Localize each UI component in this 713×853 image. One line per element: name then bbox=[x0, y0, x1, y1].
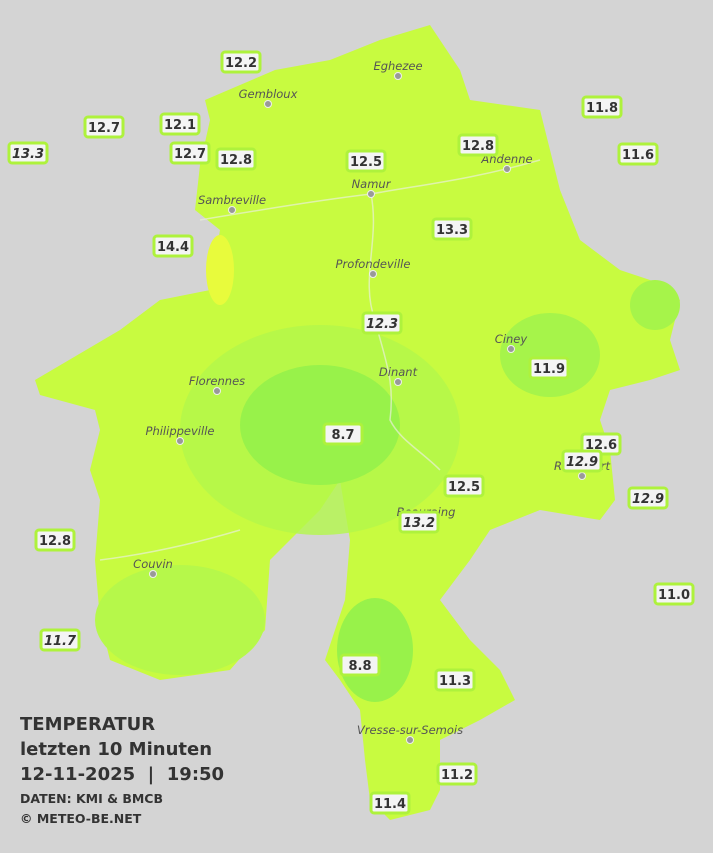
station-value: 11.4 bbox=[374, 797, 406, 812]
station-box bbox=[617, 142, 659, 166]
town-dot bbox=[367, 190, 375, 198]
station-box bbox=[457, 133, 499, 157]
cool-zone bbox=[240, 365, 400, 485]
station-box bbox=[434, 668, 476, 692]
town-label: Profondeville bbox=[336, 257, 411, 271]
town-label: Dinant bbox=[379, 365, 418, 379]
station-value: 12.5 bbox=[350, 155, 382, 170]
station-value: 11.2 bbox=[441, 768, 473, 783]
cool-zone bbox=[337, 598, 413, 702]
town-dot bbox=[507, 345, 515, 353]
station-value: 12.6 bbox=[585, 438, 617, 453]
station-value: 8.7 bbox=[331, 428, 354, 443]
station-value: 12.5 bbox=[448, 480, 480, 495]
town-dot bbox=[176, 437, 184, 445]
station-value: 12.8 bbox=[462, 139, 494, 154]
station-box bbox=[152, 234, 194, 258]
station-box bbox=[627, 486, 669, 510]
town-label: Ciney bbox=[495, 332, 528, 346]
station-box bbox=[528, 356, 570, 380]
town-dot bbox=[406, 736, 414, 744]
station-value: 14.4 bbox=[157, 240, 189, 255]
station-value: 11.7 bbox=[44, 634, 77, 649]
station-box bbox=[369, 791, 411, 815]
station-value: 13.2 bbox=[403, 516, 435, 531]
station-value: 11.6 bbox=[622, 148, 654, 163]
station-box bbox=[436, 762, 478, 786]
town-label: Sambreville bbox=[198, 193, 266, 207]
station-value: 8.8 bbox=[348, 659, 371, 674]
station-value: 11.0 bbox=[658, 588, 690, 603]
station-box bbox=[215, 147, 257, 171]
station-value: 12.9 bbox=[566, 455, 598, 470]
station-value: 11.9 bbox=[533, 362, 565, 377]
station-box bbox=[7, 141, 49, 165]
town-label: Philippeville bbox=[146, 424, 215, 438]
town-label: Gembloux bbox=[239, 87, 298, 101]
station-box bbox=[653, 582, 695, 606]
warm-zone bbox=[206, 235, 234, 305]
station-box bbox=[83, 115, 125, 139]
station-value: 11.8 bbox=[586, 101, 618, 116]
town-dot bbox=[149, 570, 157, 578]
town-dot bbox=[213, 387, 221, 395]
town-label: Couvin bbox=[133, 557, 173, 571]
town-label: Namur bbox=[352, 177, 392, 191]
station-box bbox=[561, 449, 603, 473]
station-box bbox=[169, 141, 211, 165]
cool-zone bbox=[95, 565, 265, 675]
station-value: 12.9 bbox=[632, 492, 664, 507]
station-box bbox=[443, 474, 485, 498]
town-dot bbox=[394, 72, 402, 80]
copyright: © METEO-BE.NET bbox=[20, 811, 142, 826]
station-box bbox=[322, 422, 364, 446]
town-dot bbox=[394, 378, 402, 386]
cool-zone bbox=[500, 313, 600, 397]
station-value: 12.2 bbox=[225, 56, 257, 71]
town-label: Vresse-sur-Semois bbox=[357, 723, 463, 737]
station-box bbox=[339, 653, 381, 677]
station-box bbox=[220, 50, 262, 74]
station-box bbox=[39, 628, 81, 652]
station-box bbox=[398, 510, 440, 534]
station-box bbox=[159, 112, 201, 136]
town-dot bbox=[264, 100, 272, 108]
station-box bbox=[581, 95, 623, 119]
town-label: Florennes bbox=[189, 374, 245, 388]
town-dot bbox=[578, 472, 586, 480]
station-value: 12.1 bbox=[164, 118, 196, 133]
source: DATEN: KMI & BMCB bbox=[20, 791, 163, 806]
cool-zone bbox=[630, 280, 680, 330]
subtitle: letzten 10 Minuten bbox=[20, 739, 212, 760]
station-box bbox=[431, 217, 473, 241]
town-dot bbox=[369, 270, 377, 278]
timestamp: 12-11-2025 | 19:50 bbox=[20, 764, 224, 785]
station-value: 13.3 bbox=[12, 147, 44, 162]
station-value: 12.7 bbox=[88, 121, 120, 136]
station-value: 13.3 bbox=[436, 223, 468, 238]
station-box bbox=[345, 149, 387, 173]
station-value: 12.8 bbox=[39, 534, 71, 549]
station-value: 12.7 bbox=[174, 147, 206, 162]
town-label: Eghezee bbox=[373, 59, 422, 73]
title: TEMPERATUR bbox=[20, 714, 155, 735]
station-value: 12.8 bbox=[220, 153, 252, 168]
town-dot bbox=[503, 165, 511, 173]
station-box bbox=[34, 528, 76, 552]
town-dot bbox=[228, 206, 236, 214]
station-value: 12.3 bbox=[366, 317, 398, 332]
station-box bbox=[361, 311, 403, 335]
station-value: 11.3 bbox=[439, 674, 471, 689]
